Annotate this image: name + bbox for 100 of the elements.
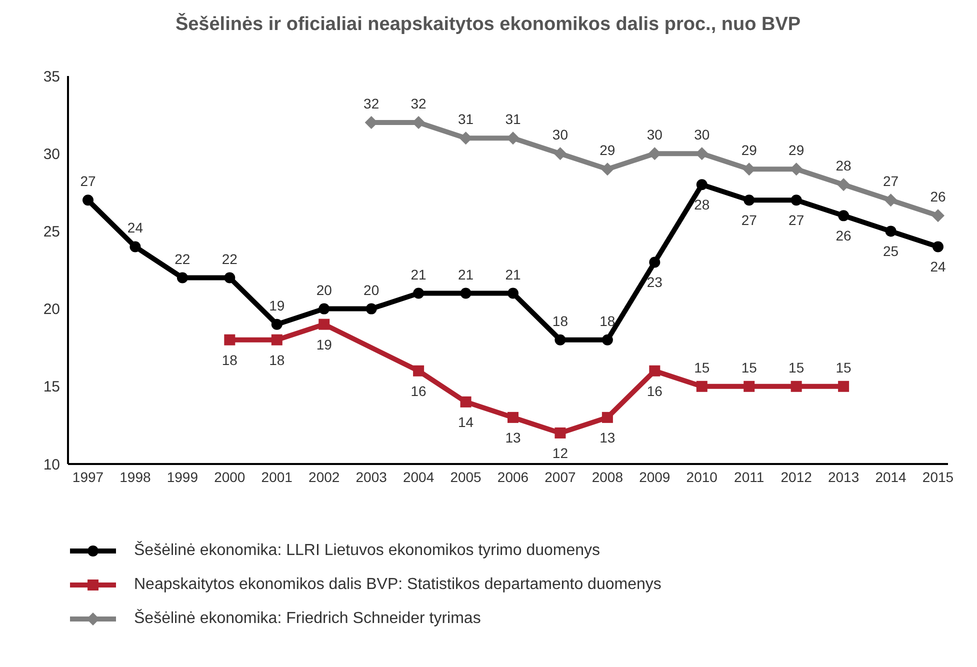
point <box>838 210 850 222</box>
y-tick-label: 30 <box>43 146 60 163</box>
x-tick-label: 2014 <box>875 468 907 485</box>
data-label: 27 <box>741 212 758 228</box>
point <box>884 194 898 207</box>
data-label: 21 <box>410 266 427 282</box>
data-label: 14 <box>458 414 474 430</box>
point <box>413 365 424 376</box>
data-label: 25 <box>882 243 899 260</box>
point <box>508 412 518 423</box>
y-tick-label: 15 <box>43 378 60 396</box>
x-tick-label: 2007 <box>544 468 576 485</box>
data-label: 32 <box>364 96 380 112</box>
data-label: 15 <box>694 359 710 376</box>
x-tick-label: 2009 <box>639 468 670 485</box>
x-tick-label: 2003 <box>356 468 388 485</box>
point <box>696 179 708 190</box>
data-label: 15 <box>788 359 804 376</box>
x-tick-label: 2004 <box>402 468 434 485</box>
point <box>790 380 802 392</box>
data-label: 27 <box>882 173 899 190</box>
data-label: 24 <box>127 220 144 236</box>
data-label: 22 <box>174 250 190 267</box>
data-label: 30 <box>552 126 568 143</box>
x-tick-label: 2002 <box>308 468 340 485</box>
point <box>602 334 613 346</box>
point <box>460 396 472 408</box>
x-tick-label: 1999 <box>166 468 198 485</box>
point <box>413 288 424 299</box>
data-label: 20 <box>364 282 380 298</box>
point <box>271 334 282 346</box>
data-label: 18 <box>552 312 568 329</box>
data-label: 27 <box>788 212 804 228</box>
legend-label: Šešėlinė ekonomika: Friedrich Schneider tyrimas <box>134 610 481 628</box>
point <box>318 318 330 330</box>
data-label: 27 <box>80 173 96 190</box>
data-label: 19 <box>269 297 285 314</box>
data-label: 24 <box>930 258 946 275</box>
data-label: 26 <box>930 188 946 205</box>
x-tick-label: 2005 <box>450 468 482 485</box>
data-label: 18 <box>600 312 616 329</box>
x-tick-label: 2000 <box>214 468 246 485</box>
data-label: 32 <box>410 96 427 112</box>
point <box>696 380 708 392</box>
point <box>649 365 660 376</box>
point <box>224 334 236 346</box>
data-label: 31 <box>505 111 521 128</box>
data-label: 13 <box>600 429 616 446</box>
data-label: 18 <box>222 352 238 368</box>
data-label: 16 <box>646 382 663 399</box>
point <box>506 132 520 145</box>
point <box>744 194 755 206</box>
point <box>838 380 850 392</box>
point <box>460 288 472 299</box>
data-label: 23 <box>646 274 663 290</box>
legend-label: Neapskaitytos ekonomikos dalis BVP: Statistikos departamento duomenys <box>134 576 662 594</box>
point <box>554 147 567 160</box>
data-label: 21 <box>505 266 521 282</box>
data-label: 30 <box>694 126 710 143</box>
data-label: 29 <box>741 142 758 158</box>
y-tick-label: 20 <box>43 301 60 318</box>
point <box>602 412 613 423</box>
point <box>176 272 188 284</box>
x-tick-label: 2001 <box>261 468 293 485</box>
x-tick-label: 2011 <box>734 468 764 485</box>
data-label: 18 <box>269 352 285 368</box>
data-label: 15 <box>836 359 852 376</box>
chart-title: Šešėlinės ir oficialiai neapskaitytos ekonomikos dalis proc., nuo BVP <box>174 14 802 36</box>
data-label: 13 <box>505 429 521 446</box>
point <box>790 194 802 206</box>
data-label: 20 <box>316 282 332 298</box>
point <box>885 226 896 237</box>
data-label: 29 <box>788 142 804 158</box>
point <box>366 303 377 314</box>
data-label: 21 <box>458 266 474 282</box>
point <box>271 318 282 330</box>
point <box>554 334 566 346</box>
data-label: 15 <box>741 359 758 376</box>
x-tick-label: 2010 <box>686 468 718 485</box>
point <box>82 194 94 206</box>
data-label: 26 <box>836 228 852 244</box>
data-label: 12 <box>552 444 568 461</box>
point <box>932 209 944 222</box>
point <box>744 380 755 392</box>
legend-label: Šešėlinė ekonomika: LLRI Lietuvos ekonomikos tyrimo duomenys <box>134 542 600 560</box>
point <box>837 178 850 192</box>
x-tick-label: 2012 <box>780 468 812 485</box>
y-tick-label: 35 <box>43 68 60 86</box>
point <box>554 427 566 438</box>
x-tick-label: 2013 <box>828 468 860 485</box>
data-label: 30 <box>646 126 663 143</box>
data-label: 28 <box>694 196 710 213</box>
data-label: 19 <box>316 336 332 352</box>
data-label: 31 <box>458 111 474 128</box>
data-label: 28 <box>836 158 852 174</box>
x-tick-label: 2008 <box>592 468 624 485</box>
point <box>600 162 614 176</box>
x-tick-label: 2015 <box>922 468 954 485</box>
data-label: 22 <box>222 250 238 267</box>
x-tick-label: 1997 <box>72 468 104 485</box>
